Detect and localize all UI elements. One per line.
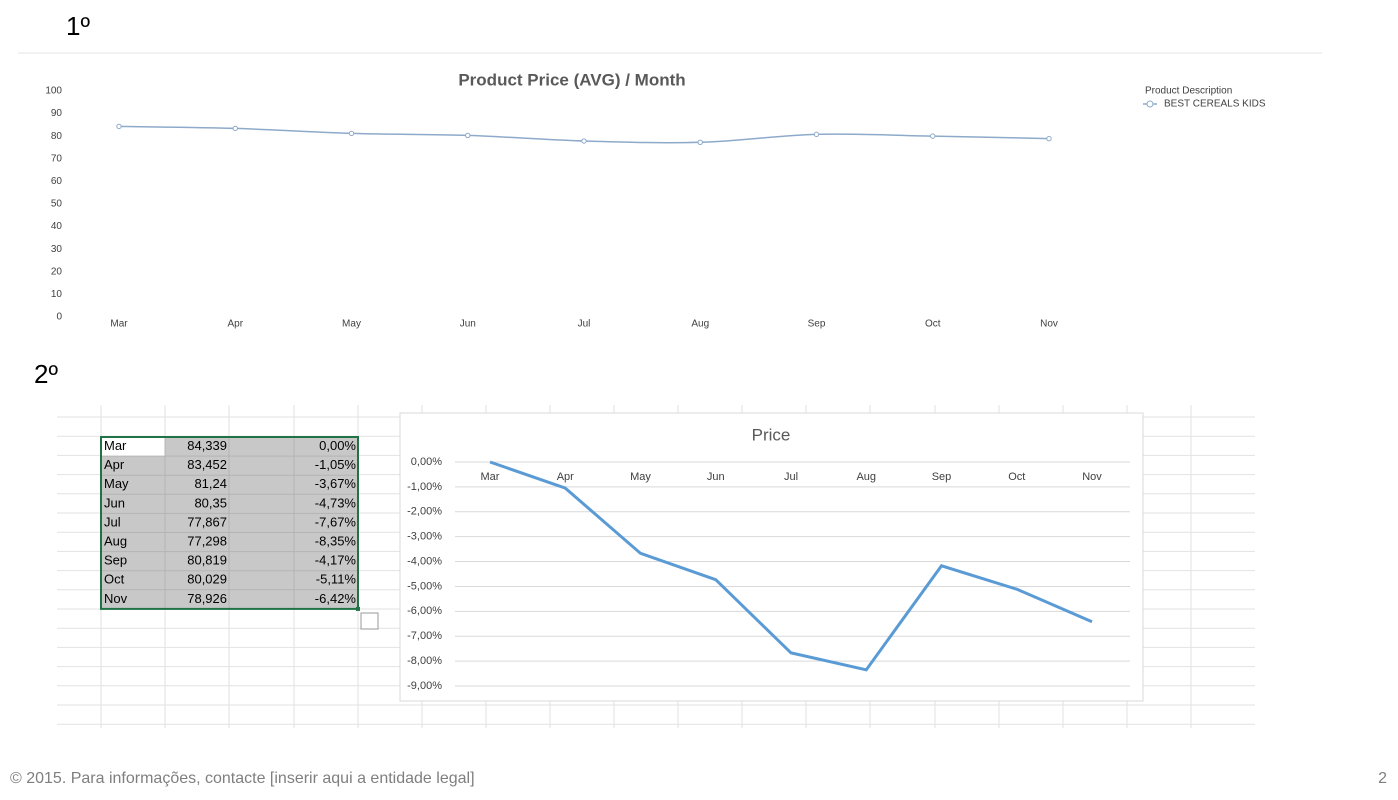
table-cell: -5,11%	[316, 572, 357, 587]
data-point	[465, 132, 471, 139]
y-tick-label: -4,00%	[407, 555, 442, 567]
table-cell: Mar	[104, 438, 127, 453]
y-tick-label: 0,00%	[411, 456, 442, 468]
x-tick-label: May	[630, 471, 651, 483]
table-cell: 80,35	[194, 495, 227, 510]
y-tick-label: -5,00%	[407, 580, 442, 592]
y-tick-label: 10	[51, 289, 63, 300]
y-tick-label: 50	[51, 199, 63, 210]
data-point	[1046, 135, 1052, 142]
table-cell: -8,35%	[315, 533, 357, 548]
x-tick-label: Aug	[856, 471, 876, 483]
table-cell: 80,819	[187, 553, 227, 568]
x-tick-label: Sep	[932, 471, 952, 483]
x-tick-label: Mar	[110, 319, 128, 330]
section-label: 1º	[66, 11, 90, 41]
table-cell: 83,452	[187, 457, 227, 472]
chart-title: Price	[752, 425, 791, 444]
x-tick-label: Oct	[1008, 471, 1025, 483]
x-tick-label: May	[342, 319, 361, 330]
data-point	[348, 130, 355, 137]
legend-title: Product Description	[1145, 86, 1232, 97]
x-tick-label: Oct	[925, 319, 941, 330]
x-tick-label: Sep	[808, 319, 826, 330]
chart-area	[399, 412, 1144, 702]
x-tick-label: Aug	[691, 319, 709, 330]
table-cell: Jun	[104, 495, 125, 510]
y-tick-label: -6,00%	[407, 605, 442, 617]
page-number: 2	[1378, 770, 1387, 787]
x-tick-label: Jun	[707, 471, 725, 483]
selection-border	[100, 436, 359, 610]
legend-label: BEST CEREALS KIDS	[1164, 99, 1266, 110]
table-cell: 81,24	[194, 476, 227, 491]
table-cell: 77,298	[187, 533, 227, 548]
table-cell: -6,42%	[315, 591, 357, 606]
data-point	[930, 133, 936, 139]
table-cell: 0,00%	[319, 438, 356, 453]
data-point	[813, 131, 820, 138]
table-cell: Jul	[104, 514, 121, 529]
y-tick-label: -9,00%	[407, 680, 442, 692]
data-point	[116, 123, 122, 130]
data-line	[489, 460, 1093, 672]
y-tick-label: 90	[51, 108, 63, 119]
table-cell: 77,867	[187, 514, 227, 529]
y-tick-label: 60	[51, 176, 63, 187]
table-cell: -4,17%	[315, 553, 357, 568]
x-tick-label: Mar	[481, 471, 500, 483]
y-tick-label: -1,00%	[407, 481, 442, 493]
table-cell: -4,73%	[315, 495, 357, 510]
table-cell: -7,67%	[315, 514, 357, 529]
x-tick-label: Nov	[1082, 471, 1102, 483]
x-tick-label: Nov	[1040, 319, 1058, 330]
table-cell: 80,029	[187, 572, 227, 587]
y-tick-label: 70	[51, 153, 63, 164]
data-point	[232, 125, 238, 132]
table-cell: May	[104, 476, 129, 491]
quick-analysis-icon	[360, 612, 379, 630]
y-tick-label: 80	[51, 131, 63, 142]
table-cell: 78,926	[187, 591, 227, 606]
active-cell	[101, 437, 165, 457]
y-tick-label: -2,00%	[407, 506, 442, 518]
x-tick-label: Apr	[227, 319, 243, 330]
data-point	[581, 138, 587, 144]
table-cell: -3,67%	[315, 476, 357, 491]
fill-handle	[356, 606, 360, 611]
x-tick-label: Jul	[578, 319, 591, 330]
data-point	[697, 139, 703, 146]
table-cell: Nov	[104, 591, 128, 606]
table-cell: Oct	[104, 572, 125, 587]
table-cell: Apr	[104, 457, 125, 472]
y-tick-label: -3,00%	[407, 531, 442, 543]
y-tick-label: 100	[45, 86, 62, 97]
table-cell: -1,05%	[315, 457, 357, 472]
x-tick-label: Apr	[557, 471, 574, 483]
section-label: 2º	[34, 359, 58, 389]
y-tick-label: 20	[51, 266, 63, 277]
table-cell: Sep	[104, 553, 127, 568]
legend-marker	[1146, 100, 1154, 108]
y-tick-label: 0	[56, 312, 62, 323]
y-tick-label: -7,00%	[407, 630, 442, 642]
x-tick-label: Jul	[784, 471, 798, 483]
y-tick-label: -8,00%	[407, 655, 442, 667]
table-cell: 84,339	[187, 438, 227, 453]
footer-text: © 2015. Para informações, contacte [inse…	[10, 770, 475, 787]
chart-title: Product Price (AVG) / Month	[458, 70, 685, 89]
table-cell: Aug	[104, 533, 127, 548]
y-tick-label: 30	[51, 244, 63, 255]
y-tick-label: 40	[51, 221, 63, 232]
x-tick-label: Jun	[460, 319, 476, 330]
